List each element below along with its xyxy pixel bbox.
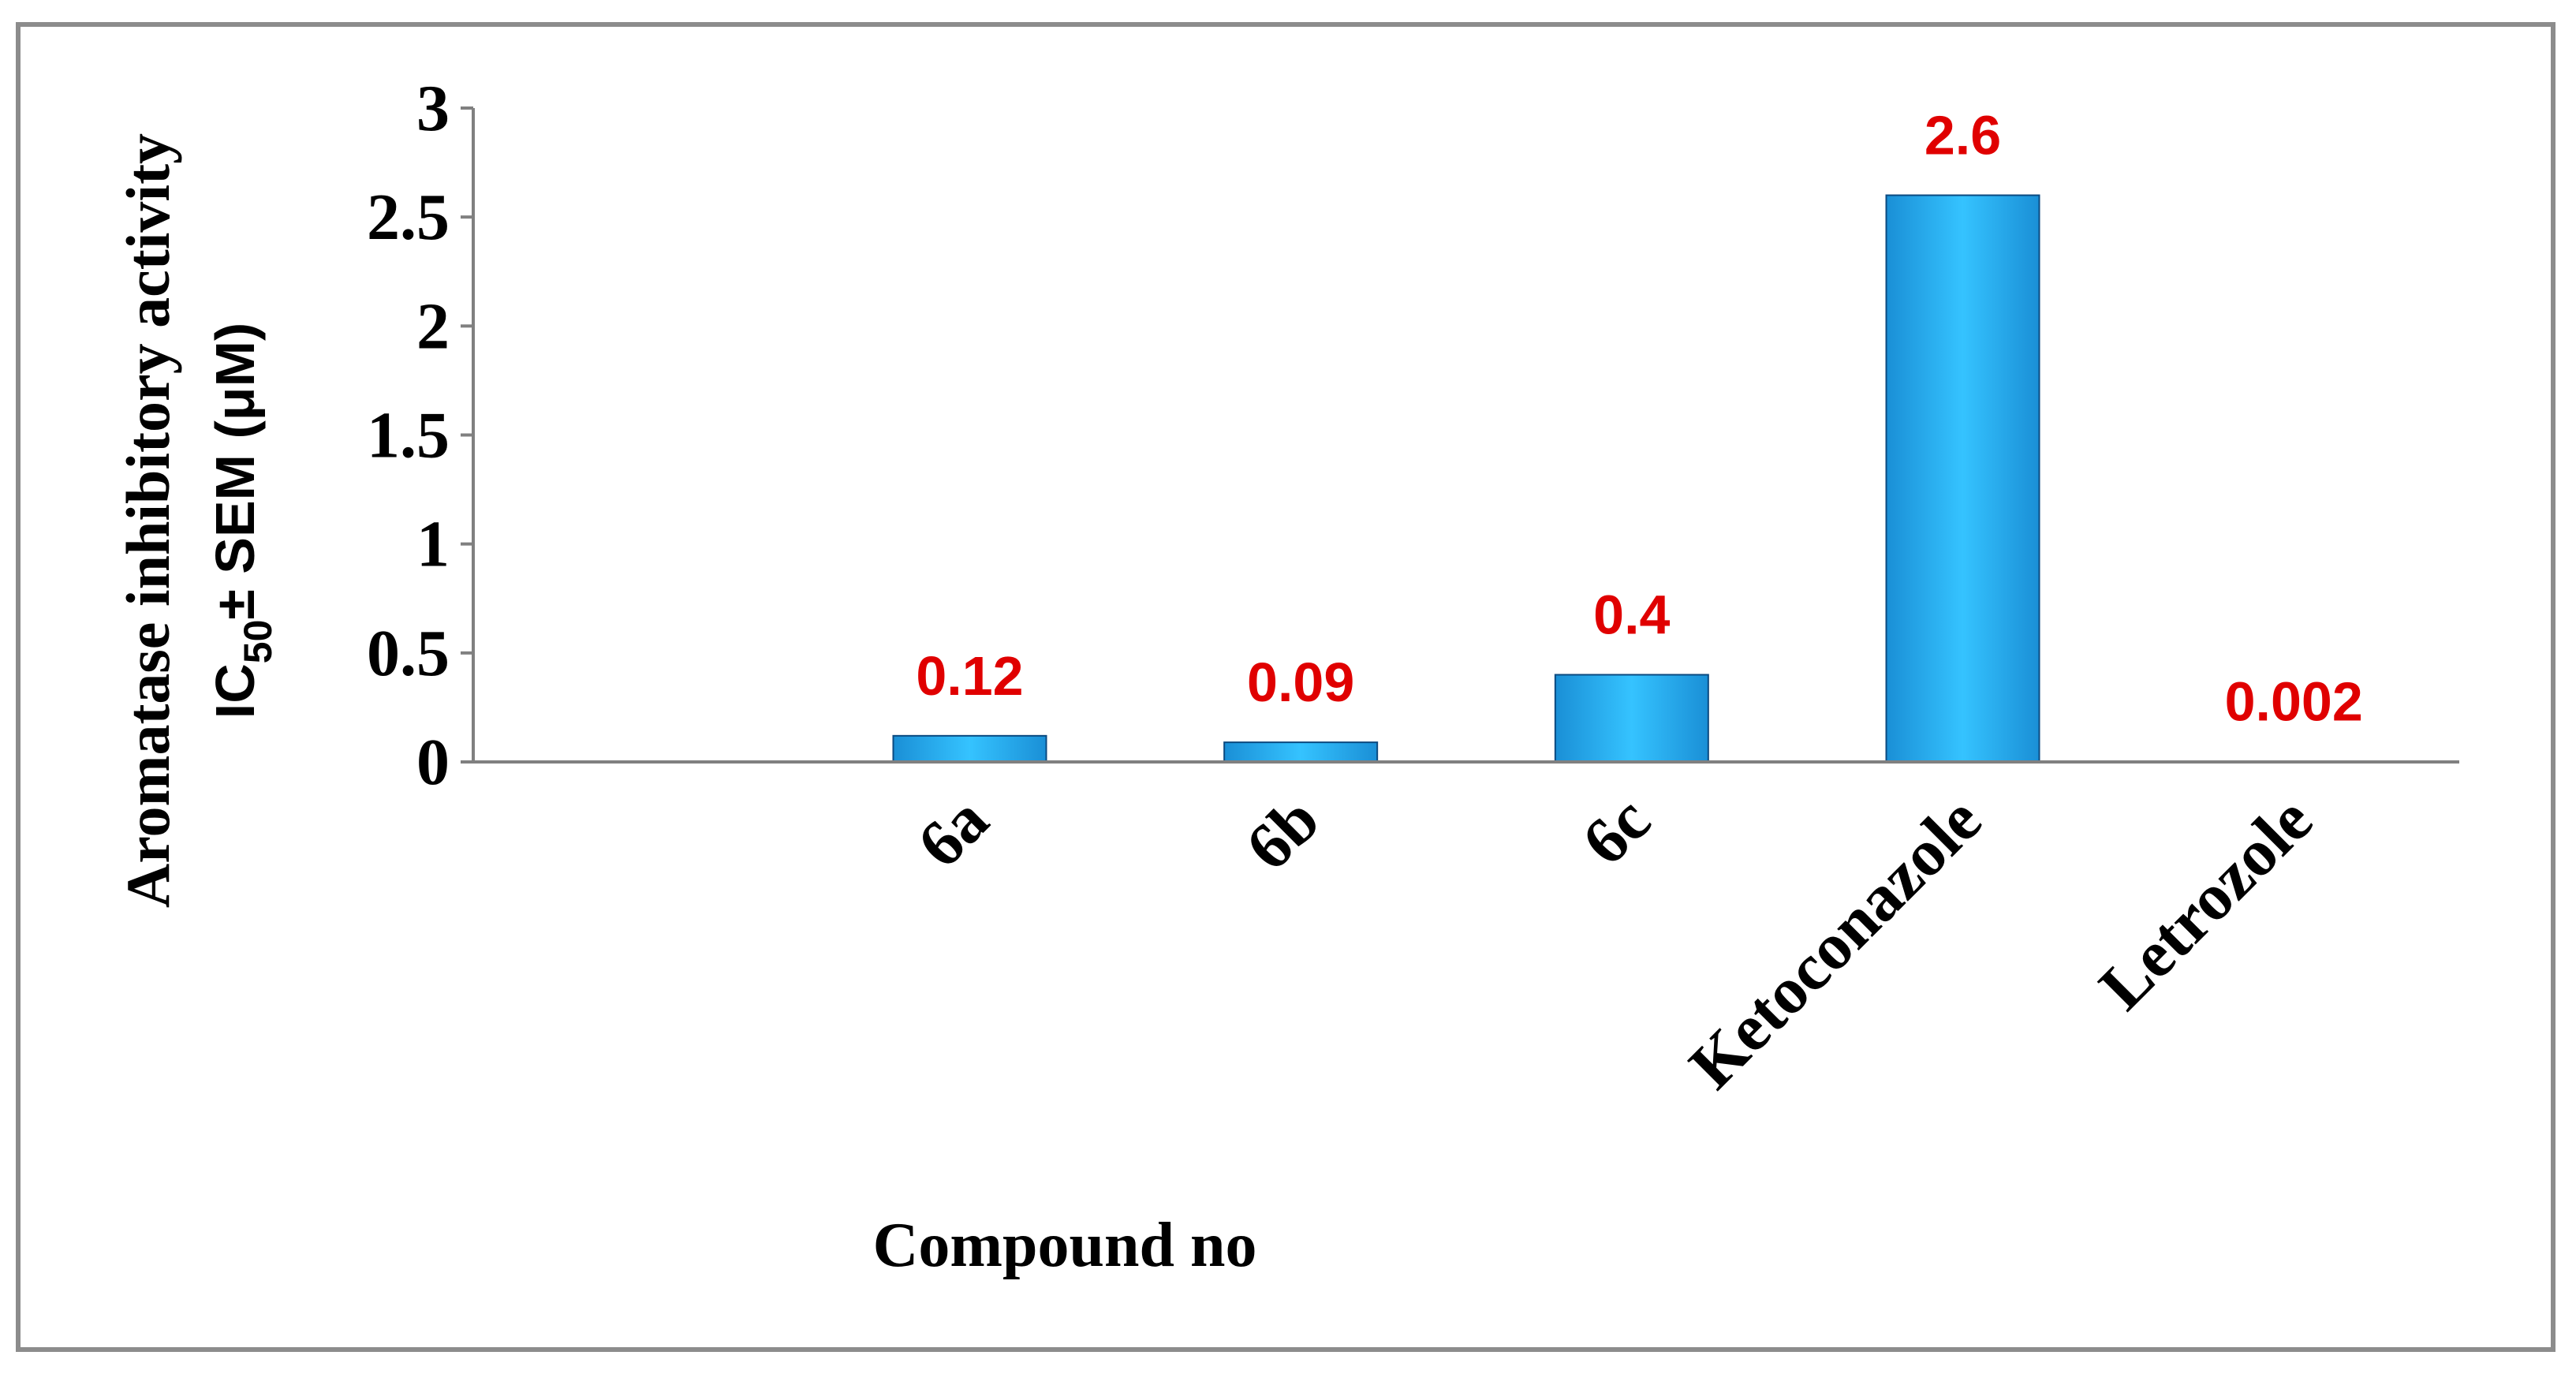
bars <box>892 194 2372 764</box>
data-label-ketoconazole: 2.6 <box>1925 105 2001 166</box>
y-axis-title-sem: ± SEM (μM) <box>204 323 266 620</box>
bar-6c <box>1554 674 1709 764</box>
y-tick-label: 3 <box>416 72 450 145</box>
y-tick-label: 2 <box>416 289 450 363</box>
y-tick-label: 1 <box>416 508 450 581</box>
y-axis-title-line1: Aromatase inhibitory activity <box>114 133 182 908</box>
y-tick-label: 2.5 <box>367 181 450 254</box>
category-label-ketoconazole: Ketoconazole <box>1675 783 1995 1103</box>
y-tick-label: 0.5 <box>367 617 450 690</box>
category-label-6b: 6b <box>1232 783 1333 884</box>
y-tick-labels: 0 0.5 1 1.5 2 2.5 3 <box>367 72 450 799</box>
category-label-6c: 6c <box>1568 783 1664 879</box>
bar-6b <box>1223 741 1379 764</box>
y-tick-label: 1.5 <box>367 399 450 472</box>
bar-6a <box>892 734 1047 764</box>
category-label-letrozole: Letrozole <box>2085 783 2326 1024</box>
axes <box>461 106 2459 764</box>
category-labels: 6a 6b 6c Ketoconazole Letrozole <box>904 783 2327 1103</box>
chart-frame <box>16 22 2555 1352</box>
data-label-6a: 0.12 <box>916 645 1023 707</box>
data-labels: 0.12 0.09 0.4 2.6 0.002 <box>916 105 2362 733</box>
bar-ketoconazole <box>1885 194 2040 764</box>
data-label-6c: 0.4 <box>1593 584 1670 645</box>
data-label-6b: 0.09 <box>1247 652 1354 713</box>
y-axis-title-subscript: 50 <box>236 620 280 664</box>
y-axis-title-ic: IC <box>204 663 266 719</box>
y-tick-label: 0 <box>416 726 450 799</box>
data-label-letrozole: 0.002 <box>2225 670 2363 732</box>
x-axis-title: Compound no <box>873 1211 1257 1280</box>
y-axis-title-line2: IC50± SEM (μM) <box>204 323 280 719</box>
category-label-6a: 6a <box>904 783 1002 882</box>
